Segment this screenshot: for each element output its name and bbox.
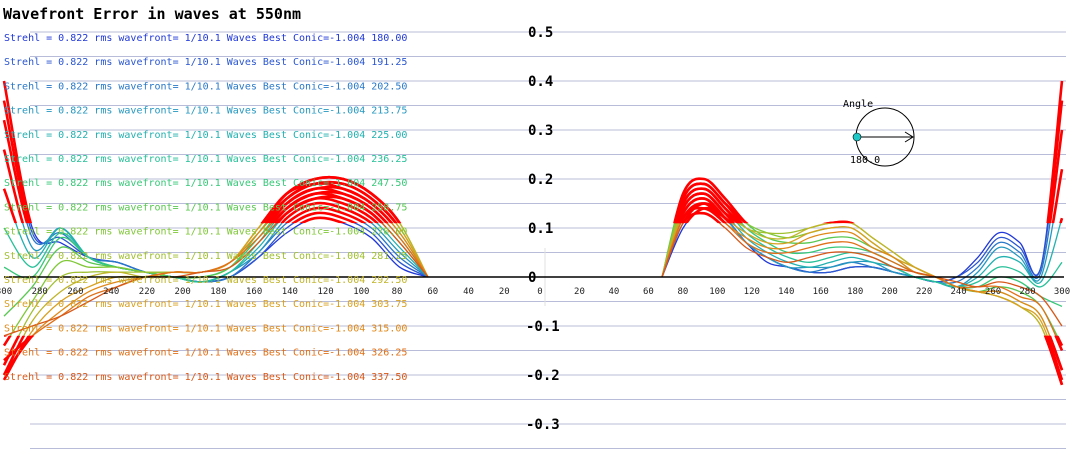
y-tick-label: 0 [528,270,536,286]
x-tick-label-right: 60 [643,287,654,297]
angle-label: Angle [843,99,873,110]
chart-title: Wavefront Error in waves at 550nm [3,5,301,23]
x-tick-label-left: 280 [32,287,48,297]
series-peak-highlight-12-left [260,180,398,224]
series-peak-highlight-11-right [676,192,855,224]
series-peak-highlight-14-left [270,190,389,224]
x-tick-label-left: 220 [139,287,155,297]
x-tick-label-right: 100 [709,287,725,297]
y-tick-label: 0.3 [528,123,553,139]
x-tick-label-right: 260 [985,287,1001,297]
legend-entry: Strehl = 0.822 rms wavefront= 1/10.1 Wav… [4,275,407,286]
x-tick-label-left: 60 [427,287,438,297]
series-peak-highlight-10-right [674,187,855,224]
x-tick-label-left: 160 [246,287,262,297]
series-line-15-right [661,212,1063,327]
x-tick-label-right: 20 [574,287,585,297]
y-axis-ticks: 0.5 0.4 0.3 0.2 0.1 0 -0.1 -0.2 -0.3 [526,25,560,433]
x-tick-label-left: 300 [0,287,12,297]
x-tick-label-left: 240 [103,287,119,297]
y-tick-label: 0.5 [528,25,553,41]
series-peak-highlight-4-left [2,149,374,224]
x-tick-label-right: 220 [916,287,932,297]
x-tick-label-left: 200 [175,287,191,297]
series-line-14-right [661,207,1063,351]
grid-lines [30,31,1066,449]
x-tick-label-left: 80 [392,287,403,297]
legend-entry: Strehl = 0.822 rms wavefront= 1/10.1 Wav… [4,251,407,262]
legend-entry: Strehl = 0.822 rms wavefront= 1/10.1 Wav… [4,348,407,359]
x-tick-label-right: 300 [1054,287,1070,297]
series-peak-highlight-9-right [673,182,749,224]
x-tick-label-right: 280 [1019,287,1035,297]
series-peak-highlight-3-left [2,119,367,224]
highlight-overlay [2,80,1064,386]
y-tick-label: -0.2 [526,368,560,384]
x-tick-label-left: 260 [67,287,83,297]
x-tick-label-left: 120 [317,287,333,297]
x-tick-label-right: 140 [778,287,794,297]
series-peak-highlight-15-left [274,195,384,224]
y-tick-label: -0.1 [526,319,560,335]
angle-value: 180.0 [850,155,880,166]
legend-entry: Strehl = 0.822 rms wavefront= 1/10.1 Wav… [4,323,407,334]
angle-marker-dot [852,132,862,142]
legend-entry: Strehl = 0.822 rms wavefront= 1/10.1 Wav… [4,33,407,44]
y-tick-label: -0.3 [526,417,560,433]
x-tick-label-right: 200 [882,287,898,297]
angle-indicator: Angle 180.0 [843,99,915,167]
x-tick-label-right: 240 [950,287,966,297]
x-tick-label-right: 120 [744,287,760,297]
x-tick-label-left: 20 [499,287,510,297]
series-peak-highlight-11-left [260,175,402,224]
x-tick-label-right: 160 [813,287,829,297]
legend-entry: Strehl = 0.822 rms wavefront= 1/10.1 Wav… [4,57,407,68]
y-tick-label: 0.2 [528,172,553,188]
series-peak-highlight-1-right [684,80,1064,224]
x-tick-label-left: 100 [353,287,369,297]
series-peak-highlight-12-right [677,197,734,224]
x-tick-label-left: 140 [282,287,298,297]
x-tick-label-left: 0 [537,287,542,297]
y-tick-label: 0.1 [528,221,553,237]
series-peak-highlight-5-left [2,188,379,224]
series-trough-highlight-4-left [4,150,428,282]
legend-entry: Strehl = 0.822 rms wavefront= 1/10.1 Wav… [4,130,407,141]
series-peak-highlight-13-left [265,185,394,224]
x-tick-label-right: 180 [847,287,863,297]
x-tick-label-right: 40 [609,287,620,297]
series-line-1-right [661,80,1063,283]
legend-entry: Strehl = 0.822 rms wavefront= 1/10.1 Wav… [4,178,407,189]
legend-entry: Strehl = 0.822 rms wavefront= 1/10.1 Wav… [4,106,407,117]
legend-entry: Strehl = 0.822 rms wavefront= 1/10.1 Wav… [4,299,407,310]
legend-entry: Strehl = 0.822 rms wavefront= 1/10.1 Wav… [4,372,407,383]
legend-entry: Strehl = 0.822 rms wavefront= 1/10.1 Wav… [4,202,407,213]
x-tick-label-left: 180 [210,287,226,297]
series-peak-highlight-8-right [673,177,749,224]
series-trough-highlight-1-right [662,81,1062,282]
series-line-4-left [3,149,429,283]
legend: Strehl = 0.822 rms wavefront= 1/10.1 Wav… [4,33,407,383]
x-axis-ticks: 3002802602402202001801601401201008060402… [0,287,1070,297]
legend-entry: Strehl = 0.822 rms wavefront= 1/10.1 Wav… [4,154,407,165]
y-tick-label: 0.4 [528,74,553,90]
legend-entry: Strehl = 0.822 rms wavefront= 1/10.1 Wav… [4,81,407,92]
series-peak-highlight-2-left [2,100,359,224]
x-tick-label-left: 40 [463,287,474,297]
x-tick-label-right: 80 [677,287,688,297]
legend-entry: Strehl = 0.822 rms wavefront= 1/10.1 Wav… [4,227,407,238]
angle-arrow-head-icon [904,131,914,143]
